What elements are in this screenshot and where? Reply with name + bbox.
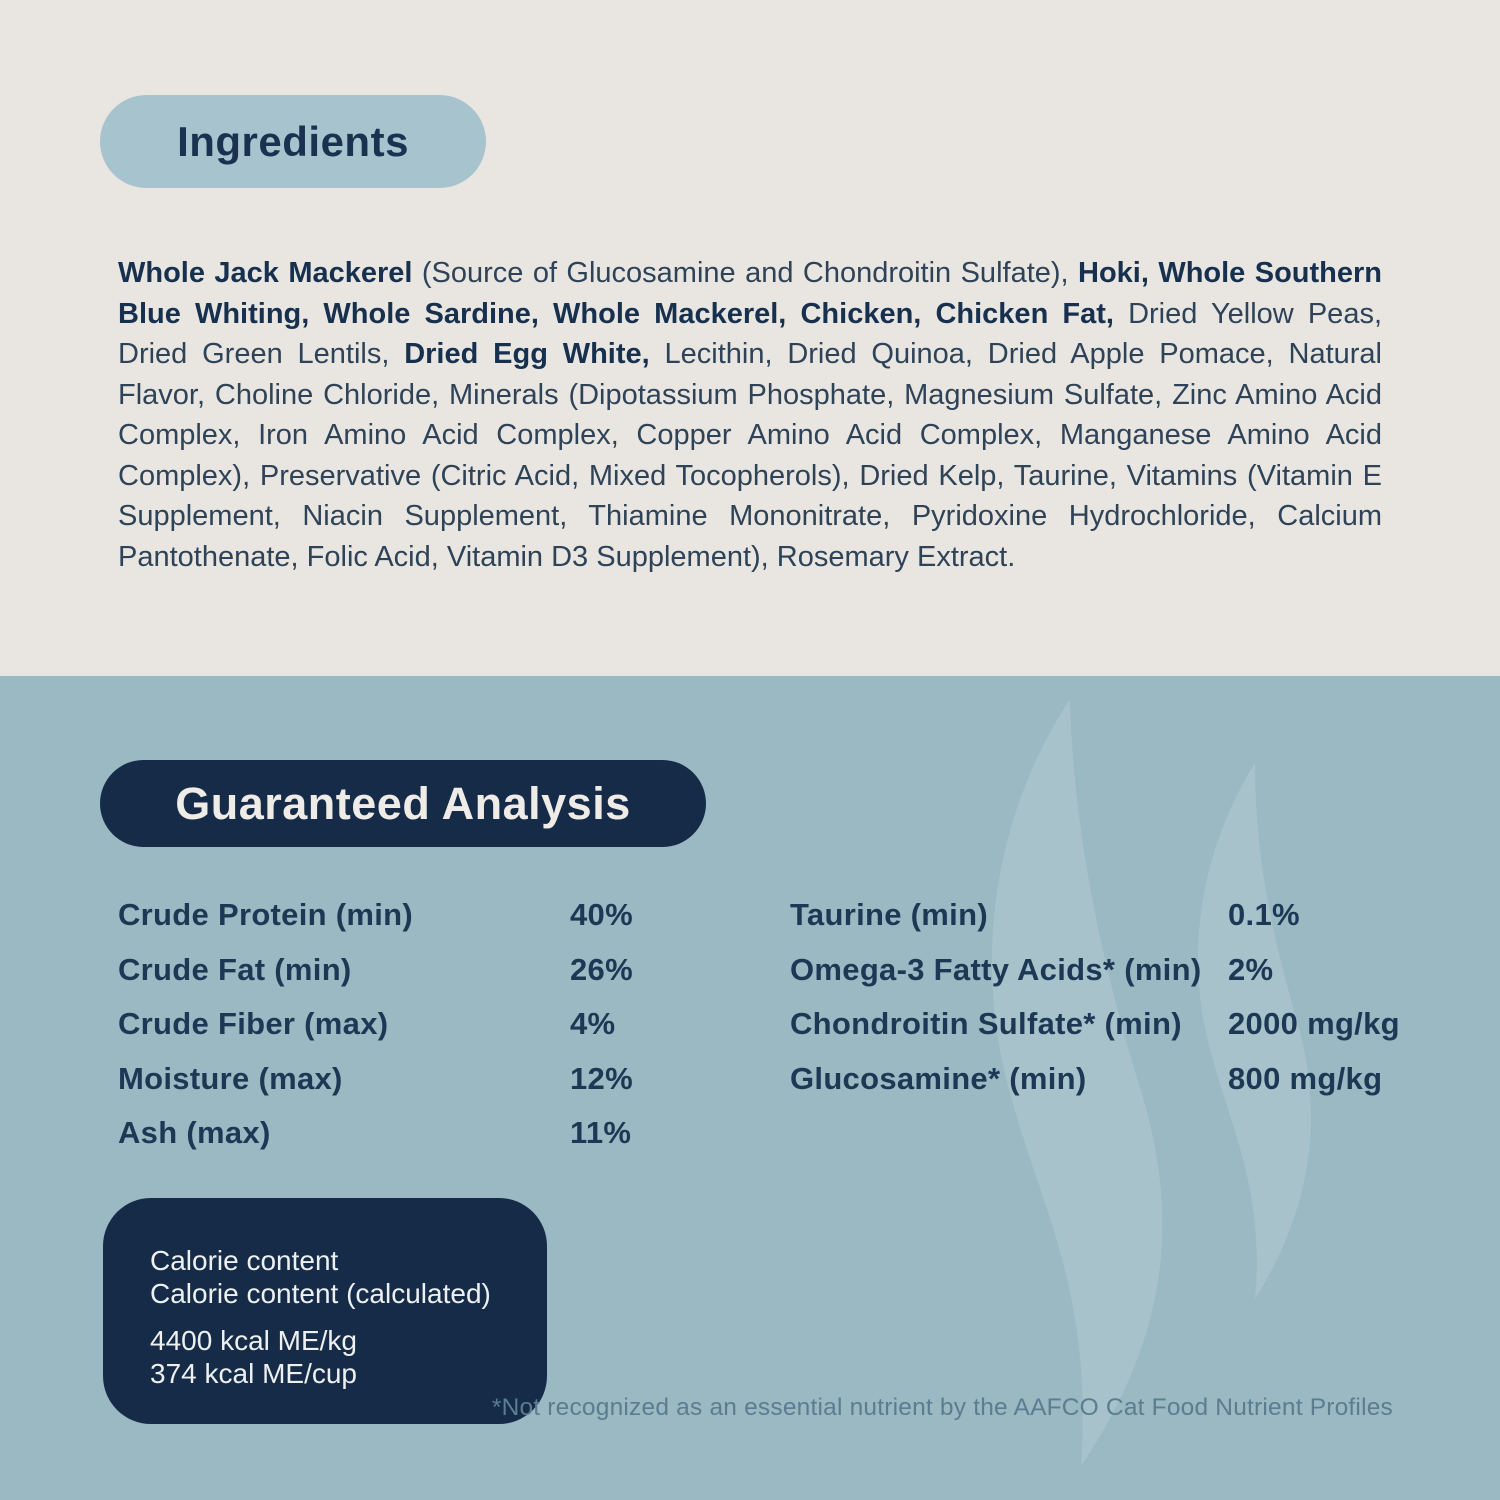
analysis-label: Crude Fiber (max) — [118, 1006, 389, 1042]
analysis-row: Omega-3 Fatty Acids* (min) 2% — [790, 943, 1430, 998]
analysis-value: 26% — [570, 951, 633, 987]
analysis-label: Omega-3 Fatty Acids* (min) — [790, 951, 1202, 987]
ingredients-title-badge: Ingredients — [100, 95, 486, 188]
analysis-value: 2% — [1228, 951, 1274, 987]
ingredients-paragraph: Whole Jack Mackerel (Source of Glucosami… — [118, 253, 1382, 577]
analysis-value: 800 mg/kg — [1228, 1060, 1383, 1096]
ingredient-segment-bold: Whole Jack Mackerel — [118, 257, 413, 289]
calorie-value-line: 4400 kcal ME/kg — [150, 1325, 357, 1356]
ingredients-section: Ingredients Whole Jack Mackerel (Source … — [0, 0, 1500, 676]
analysis-value: 12% — [570, 1060, 633, 1096]
analysis-row: Crude Fiber (max) 4% — [118, 997, 678, 1052]
analysis-row: Ash (max) 11% — [118, 1106, 678, 1161]
calorie-title-line: Calorie content — [150, 1245, 339, 1276]
analysis-label: Crude Protein (min) — [118, 897, 414, 933]
calorie-title-lines: Calorie content Calorie content (calculat… — [150, 1244, 517, 1310]
ingredient-segment: (Source of Glucosamine and Chondroitin S… — [412, 257, 1079, 289]
analysis-label: Crude Fat (min) — [118, 951, 352, 987]
analysis-label: Taurine (min) — [790, 897, 988, 933]
ingredient-segment-bold: Dried Egg White, — [404, 338, 650, 370]
ga-right-column: Taurine (min) 0.1% Omega-3 Fatty Acids* (m… — [790, 888, 1430, 1106]
guaranteed-analysis-section: Guaranteed Analysis Crude Protein (min) 4… — [0, 676, 1500, 1500]
calorie-value-line: 374 kcal ME/cup — [150, 1358, 357, 1389]
analysis-row: Crude Protein (min) 40% — [118, 888, 678, 943]
ingredient-segment: Lecithin, Dried Quinoa, Dried Apple Poma… — [118, 338, 1382, 573]
analysis-value: 0.1% — [1228, 897, 1300, 933]
analysis-row: Chondroitin Sulfate* (min) 2000 mg/kg — [790, 997, 1430, 1052]
ingredient-segment-bold: Hoki, Whole Southern Blue Whiting, Whole… — [118, 257, 1382, 330]
calorie-value-lines: 4400 kcal ME/kg 374 kcal ME/cup — [150, 1324, 517, 1390]
analysis-label: Chondroitin Sulfate* (min) — [790, 1006, 1182, 1042]
calorie-title-line: Calorie content (calculated) — [150, 1278, 491, 1309]
analysis-row: Moisture (max) 12% — [118, 1052, 678, 1107]
calorie-content-box: Calorie content Calorie content (calculat… — [103, 1198, 547, 1424]
analysis-label: Moisture (max) — [118, 1060, 343, 1096]
analysis-value: 4% — [570, 1006, 616, 1042]
ingredients-title: Ingredients — [177, 117, 409, 165]
analysis-label: Glucosamine* (min) — [790, 1060, 1087, 1096]
analysis-row: Taurine (min) 0.1% — [790, 888, 1430, 943]
analysis-value: 11% — [570, 1115, 632, 1151]
analysis-value: 40% — [570, 897, 633, 933]
analysis-label: Ash (max) — [118, 1115, 271, 1151]
calorie-box-spacer — [150, 1310, 517, 1324]
aafco-footnote: *Not recognized as an essential nutrient… — [491, 1394, 1393, 1421]
analysis-row: Crude Fat (min) 26% — [118, 943, 678, 998]
guaranteed-analysis-title: Guaranteed Analysis — [175, 777, 631, 829]
analysis-row: Glucosamine* (min) 800 mg/kg — [790, 1052, 1430, 1107]
analysis-value: 2000 mg/kg — [1228, 1006, 1400, 1042]
ingredient-segment: Dried Yellow Peas, Dried Green Lentils, — [118, 297, 1382, 371]
guaranteed-analysis-title-badge: Guaranteed Analysis — [100, 760, 706, 847]
ga-left-column: Crude Protein (min) 40% Crude Fat (min) 26%… — [118, 888, 678, 1161]
